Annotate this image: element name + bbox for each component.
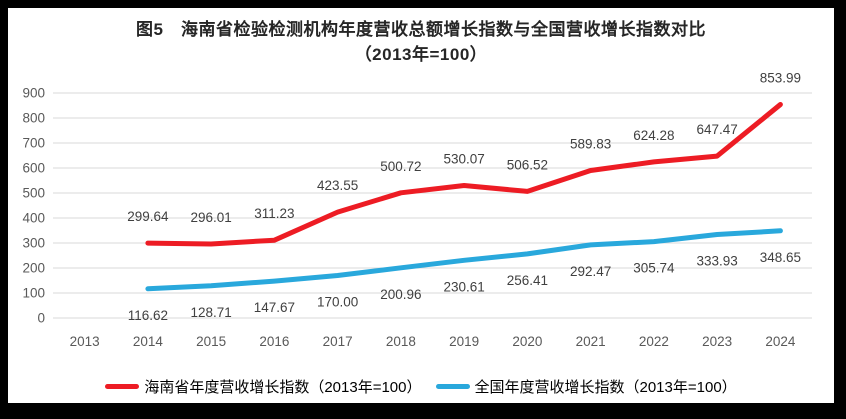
- x-axis-tick-label: 2017: [323, 334, 353, 349]
- data-label: 200.96: [380, 287, 421, 302]
- data-label: 305.74: [633, 261, 675, 276]
- data-label: 116.62: [128, 308, 168, 323]
- data-label: 333.93: [696, 254, 737, 269]
- y-axis-tick-label: 700: [22, 136, 45, 151]
- x-axis-tick-label: 2013: [70, 334, 100, 349]
- x-axis-tick-label: 2016: [259, 334, 289, 349]
- y-axis-tick-label: 800: [22, 111, 45, 126]
- line-chart-plot: 0 100 200 300 400 500 600 700 800 900 2013 2014 2015…: [22, 71, 812, 349]
- x-axis-tick-label: 2022: [639, 334, 669, 349]
- national-series-swatch-icon: [435, 383, 470, 389]
- chart-title-line1: 图5 海南省检验检测机构年度营收总额增长指数与全国营收增长指数对比: [136, 20, 706, 39]
- x-axis-tick-label: 2019: [449, 334, 479, 349]
- series-line-0: [145, 102, 783, 247]
- data-label: 292.47: [570, 264, 611, 279]
- data-label: 423.55: [317, 178, 358, 193]
- chart-title-line2: （2013年=100）: [354, 45, 488, 64]
- data-label: 230.61: [443, 279, 484, 294]
- legend-label-hainan: 海南省年度营收增长指数（2013年=100）: [144, 378, 422, 396]
- hainan-series-swatch-icon: [105, 383, 140, 389]
- x-axis-tick-label: 2020: [512, 334, 542, 349]
- y-axis-tick-label: 0: [37, 311, 45, 326]
- x-axis-tick-label: 2014: [133, 334, 164, 349]
- x-axis-tick-label: 2021: [576, 334, 606, 349]
- chart-title: 图5 海南省检验检测机构年度营收总额增长指数与全国营收增长指数对比 （2013年…: [8, 17, 834, 67]
- data-label: 853.99: [760, 71, 801, 86]
- data-label: 506.52: [507, 157, 548, 172]
- y-axis-tick-label: 400: [22, 211, 45, 226]
- data-label: 147.67: [254, 300, 295, 315]
- legend-item-national: 全国年度营收增长指数（2013年=100）: [435, 376, 737, 397]
- x-axis-tick-label: 2018: [386, 334, 416, 349]
- y-axis-tick-label: 600: [22, 161, 45, 176]
- data-label: 296.01: [190, 210, 231, 225]
- chart-figure: 图5 海南省检验检测机构年度营收总额增长指数与全国营收增长指数对比 （2013年…: [8, 8, 834, 403]
- x-axis-tick-label: 2023: [702, 334, 732, 349]
- x-axis-tick-label: 2024: [765, 334, 796, 349]
- data-label: 299.64: [127, 209, 169, 224]
- data-label: 311.23: [254, 206, 294, 221]
- x-axis-tick-label: 2015: [196, 334, 226, 349]
- data-label: 256.41: [507, 273, 548, 288]
- y-axis-tick-label: 100: [22, 286, 45, 301]
- y-axis-tick-label: 900: [22, 86, 45, 101]
- data-label: 348.65: [760, 250, 801, 265]
- legend-item-hainan: 海南省年度营收增长指数（2013年=100）: [105, 376, 422, 397]
- data-label: 530.07: [443, 151, 484, 166]
- data-label: 128.71: [190, 305, 231, 320]
- data-label: 624.28: [633, 128, 674, 143]
- chart-legend: 海南省年度营收增长指数（2013年=100） 全国年度营收增长指数（2013年=…: [8, 376, 834, 396]
- data-label: 647.47: [696, 122, 737, 137]
- y-axis-tick-label: 500: [22, 186, 45, 201]
- data-label: 589.83: [570, 137, 611, 152]
- series-line-1: [145, 228, 783, 292]
- y-axis-tick-label: 300: [22, 236, 45, 251]
- data-label: 170.00: [317, 295, 358, 310]
- data-label: 500.72: [380, 159, 421, 174]
- legend-label-national: 全国年度营收增长指数（2013年=100）: [474, 378, 737, 396]
- y-axis-tick-label: 200: [22, 261, 45, 276]
